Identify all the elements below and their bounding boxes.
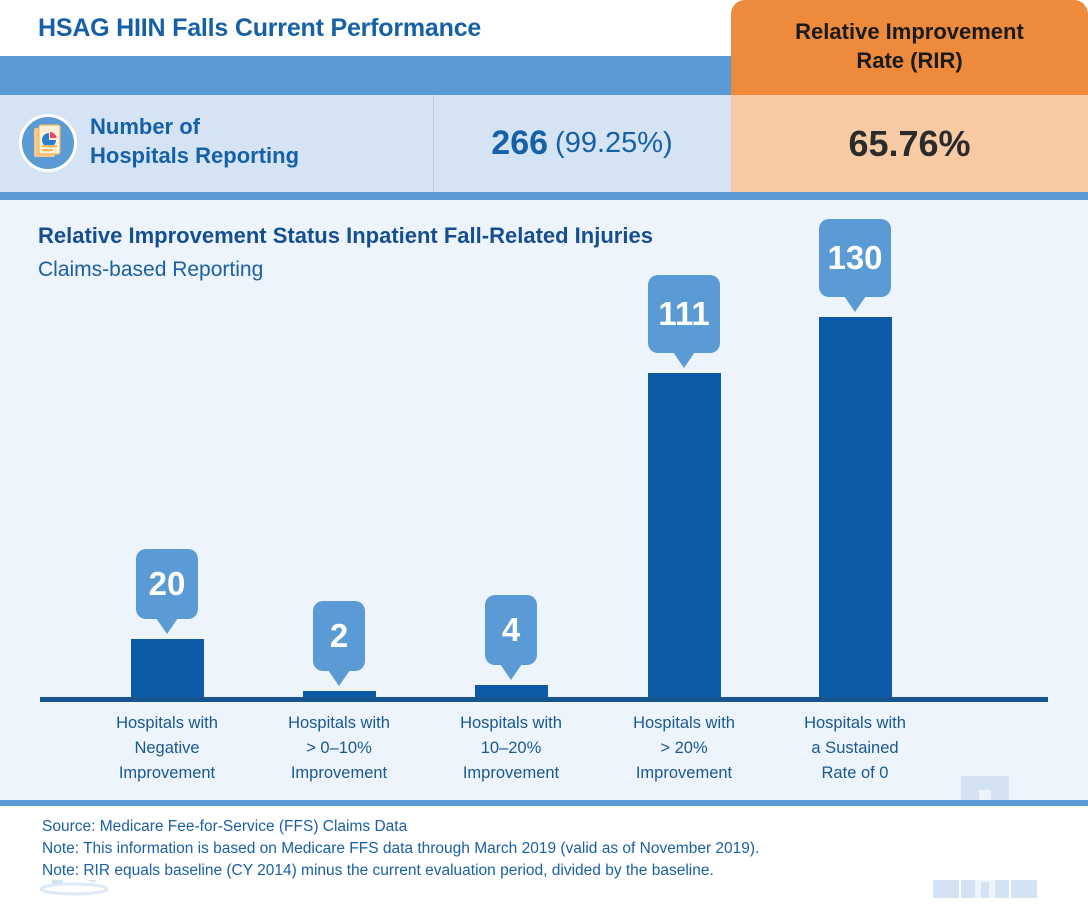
header: HSAG HIIN Falls Current Performance Numb… [0,0,1088,200]
rir-value: 65.76% [848,122,971,164]
hospitals-reporting-percent: (99.25%) [555,127,673,159]
chart-subtitle: Claims-based Reporting [38,258,264,281]
callout-tail-3 [500,664,522,680]
bar-1 [130,639,204,697]
category-label-1-line-3: Improvement [118,764,216,782]
category-label-5-line-3: Rate of 0 [821,764,889,782]
category-label-2: Hospitals with > 0–10% Improvement [244,711,434,786]
rir-value-box: 65.76% [731,95,1088,192]
category-label-5-line-2: a Sustained [811,739,899,757]
hospitals-reporting-label-line2: Hospitals Reporting [90,143,300,168]
category-label-2-line-1: Hospitals with [288,714,390,732]
callout-tail-4 [673,352,695,368]
bar-value-callout-2: 2 [313,601,365,686]
chart-axis-line [40,697,1048,702]
category-label-3: Hospitals with 10–20% Improvement [416,711,606,786]
bar-value-callout-5: 130 [819,219,891,312]
bar-5 [818,317,892,697]
footer-source: Source: Medicare Fee-for-Service (FFS) C… [42,818,408,835]
category-label-3-line-1: Hospitals with [460,714,562,732]
category-label-5-line-1: Hospitals with [804,714,906,732]
category-label-4-line-2: > 20% [660,739,708,757]
bar-chart-plot: 20 Hospitals with Negative Improvement 2 Hosp… [0,200,1088,898]
bar-value-5: 130 [827,239,883,276]
hospitals-reporting-label: Number of Hospitals Reporting [90,112,299,170]
category-label-2-line-2: > 0–10% [306,739,372,757]
category-label-4-line-3: Improvement [635,764,733,782]
bar-value-callout-3: 4 [485,595,537,680]
footer-note-1: Note: This information is based on Medic… [42,840,760,857]
chart-title: Relative Improvement Status Inpatient Fa… [38,223,653,248]
category-label-3-line-3: Improvement [462,764,560,782]
hospitals-reporting-label-line1: Number of [90,114,200,139]
category-label-2-line-3: Improvement [290,764,388,782]
bar-value-callout-1: 20 [136,549,198,634]
category-label-1-line-2: Negative [134,739,200,757]
header-vertical-divider [433,95,434,192]
category-label-4-line-1: Hospitals with [633,714,735,732]
footer-rule [0,800,1088,806]
category-label-1-line-1: Hospitals with [116,714,218,732]
header-metric-row [0,95,731,192]
callout-tail-1 [156,618,178,634]
rir-title: Relative Improvement Rate (RIR) [731,17,1088,75]
page-title: HSAG HIIN Falls Current Performance [38,14,482,42]
header-bottom-rule [0,192,1088,200]
footer-note-2: Note: RIR equals baseline (CY 2014) minu… [42,862,714,879]
hospitals-reporting-value: 266 (99.25%) [433,95,731,192]
bar-2 [302,691,376,697]
bar-value-1: 20 [148,565,186,602]
bar-value-callout-4: 111 [648,275,720,368]
bar-value-2: 2 [329,617,349,654]
bar-4 [647,373,721,697]
chart-panel: Relative Improvement Status Inpatient Fa… [0,200,1088,898]
header-blue-band [0,56,731,95]
report-pie-chart-icon [18,113,78,173]
callout-tail-2 [328,670,350,686]
footer-notes: Source: Medicare Fee-for-Service (FFS) C… [0,806,1088,880]
rir-title-line2: Rate (RIR) [856,48,963,73]
category-label-1: Hospitals with Negative Improvement [72,711,262,786]
rir-title-line1: Relative Improvement [795,19,1024,44]
hospitals-reporting-count: 266 [491,124,549,162]
bar-3 [474,685,548,697]
bar-value-4: 111 [658,295,710,332]
category-label-4: Hospitals with > 20% Improvement [589,711,779,786]
bar-value-3: 4 [501,611,521,648]
callout-tail-5 [844,296,866,312]
category-label-3-line-2: 10–20% [480,739,542,757]
category-label-5: Hospitals with a Sustained Rate of 0 [760,711,950,786]
rir-panel: Relative Improvement Rate (RIR) [731,0,1088,95]
